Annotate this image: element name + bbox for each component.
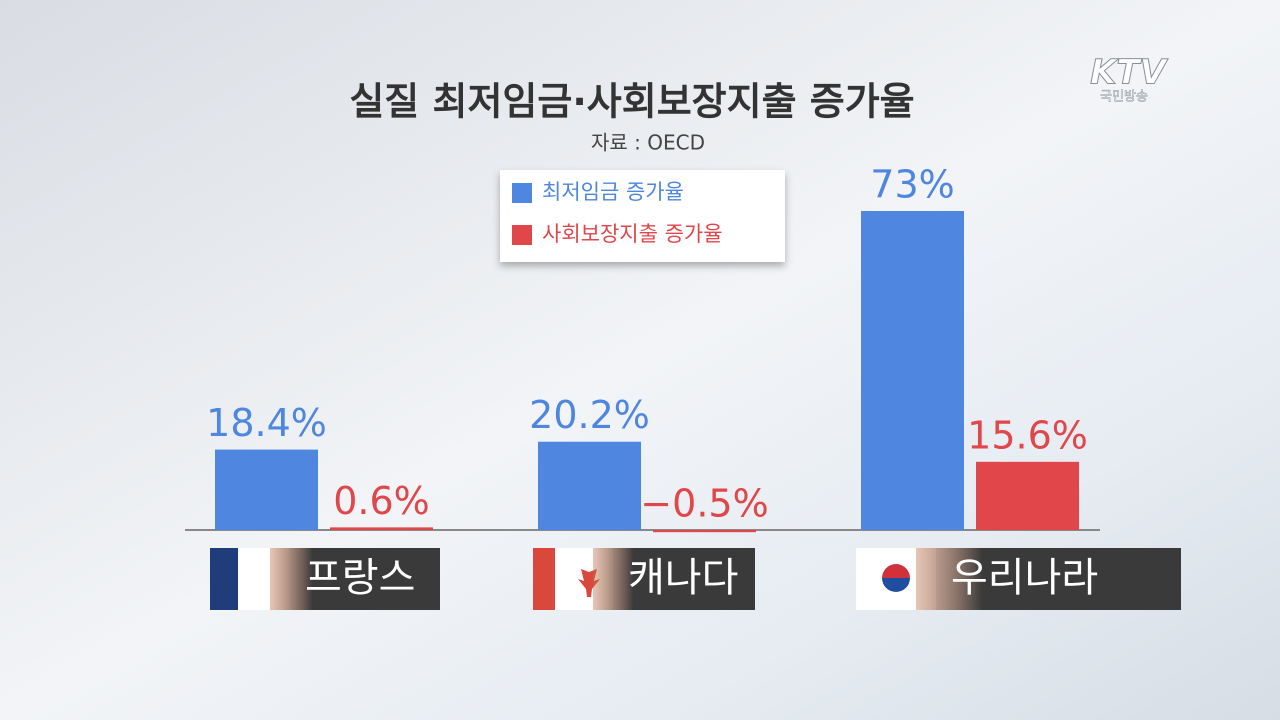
category-box	[270, 548, 440, 610]
value-label: 73%	[870, 163, 954, 207]
flag-yang	[882, 564, 910, 578]
value-label: 15.6%	[967, 413, 1088, 457]
value-label: 0.6%	[333, 479, 430, 523]
value-label: −0.5%	[640, 482, 768, 526]
category-label: 프랑스	[305, 555, 415, 601]
chart-title: 실질 최저임금·사회보장지출 증가율	[349, 80, 914, 124]
legend-label: 최저임금 증가율	[542, 180, 684, 204]
flag-leaf	[578, 560, 600, 597]
flag-eum	[882, 578, 910, 592]
category-box	[593, 548, 755, 610]
logo: KTV	[1090, 53, 1169, 93]
flag-stripe	[210, 548, 238, 610]
bar	[653, 530, 756, 533]
flag-stripe	[533, 548, 555, 610]
value-label: 20.2%	[529, 393, 650, 437]
legend-swatch	[512, 183, 532, 203]
legend-label: 사회보장지출 증가율	[542, 222, 723, 246]
category-label: 캐나다	[628, 555, 738, 601]
chart-subtitle: 자료 : OECD	[591, 131, 705, 155]
bar	[538, 441, 641, 530]
category-box	[916, 548, 1181, 610]
logo-subtext: 국민방송	[1100, 90, 1148, 105]
bar	[215, 449, 318, 530]
category-label: 우리나라	[951, 555, 1098, 601]
bar	[330, 527, 433, 530]
bar	[976, 461, 1079, 530]
legend-box	[500, 170, 785, 262]
legend-swatch	[512, 225, 532, 245]
bar	[861, 211, 964, 530]
value-label: 18.4%	[206, 401, 327, 445]
